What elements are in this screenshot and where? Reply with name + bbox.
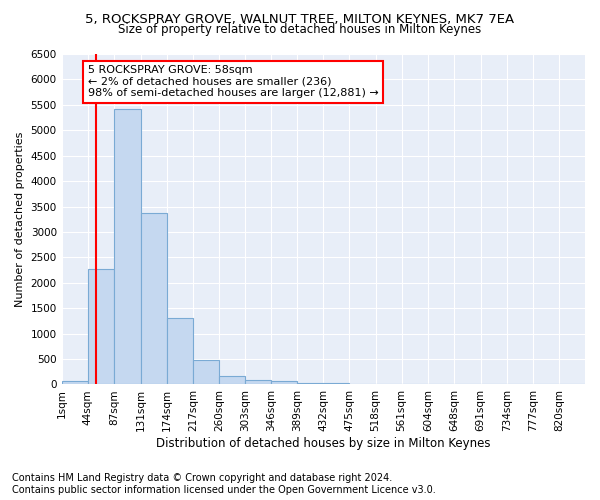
Y-axis label: Number of detached properties: Number of detached properties — [15, 132, 25, 307]
Text: Size of property relative to detached houses in Milton Keynes: Size of property relative to detached ho… — [118, 22, 482, 36]
Bar — [114, 109, 140, 384]
Bar — [245, 380, 271, 384]
X-axis label: Distribution of detached houses by size in Milton Keynes: Distribution of detached houses by size … — [156, 437, 491, 450]
Bar — [297, 382, 323, 384]
Bar — [140, 212, 167, 384]
Bar — [88, 268, 114, 384]
Bar — [62, 381, 88, 384]
Bar — [167, 318, 193, 384]
Bar — [271, 381, 297, 384]
Text: 5 ROCKSPRAY GROVE: 58sqm
← 2% of detached houses are smaller (236)
98% of semi-d: 5 ROCKSPRAY GROVE: 58sqm ← 2% of detache… — [88, 65, 379, 98]
Text: Contains HM Land Registry data © Crown copyright and database right 2024.
Contai: Contains HM Land Registry data © Crown c… — [12, 474, 436, 495]
Bar — [193, 360, 219, 384]
Text: 5, ROCKSPRAY GROVE, WALNUT TREE, MILTON KEYNES, MK7 7EA: 5, ROCKSPRAY GROVE, WALNUT TREE, MILTON … — [85, 12, 515, 26]
Bar — [219, 376, 245, 384]
